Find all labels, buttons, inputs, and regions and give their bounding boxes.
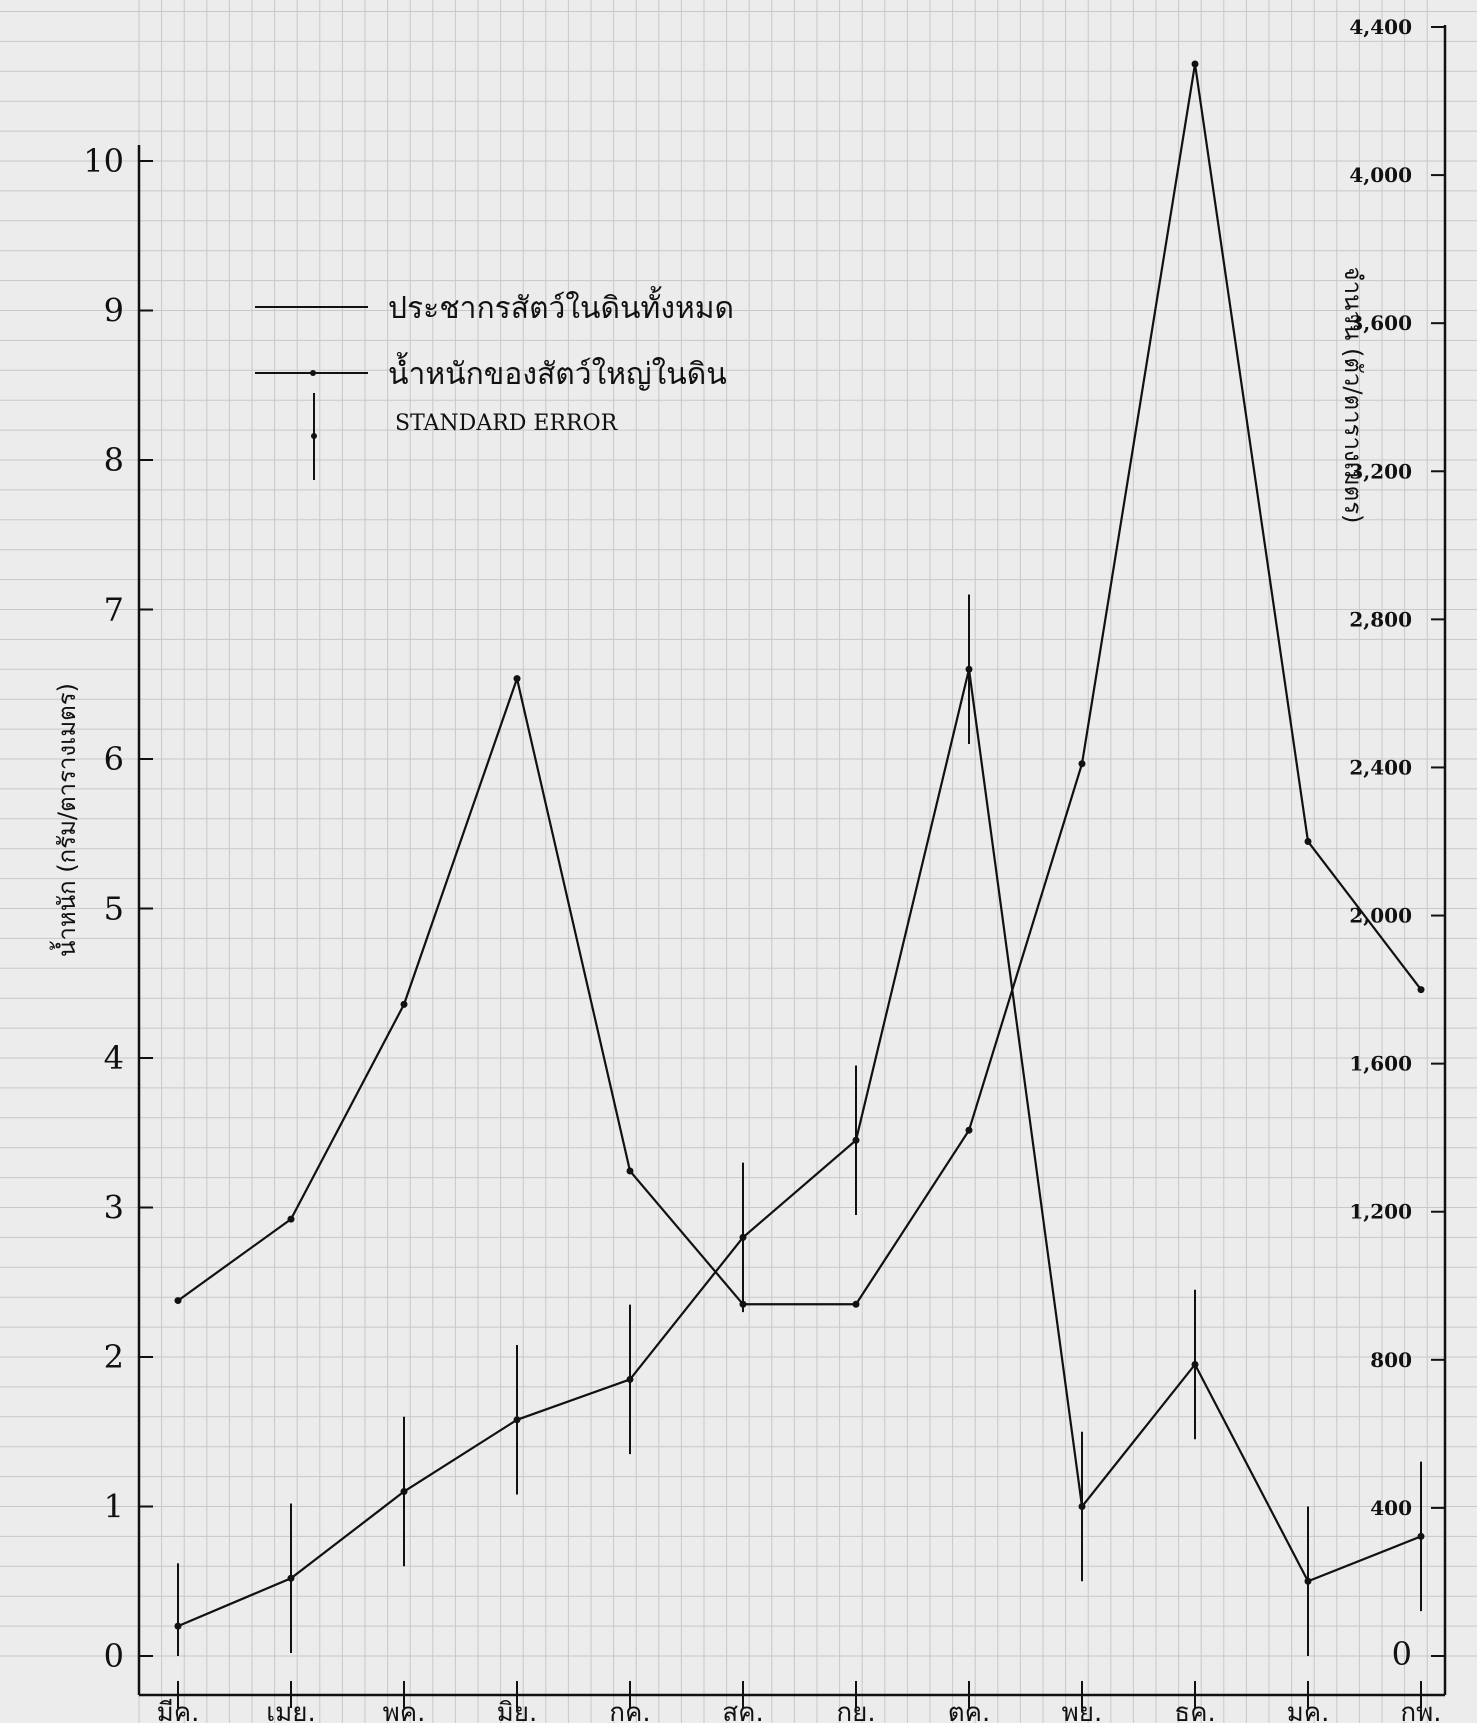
weight-point bbox=[1304, 1577, 1312, 1585]
population-point bbox=[174, 1297, 182, 1305]
population-point bbox=[400, 1000, 408, 1008]
x-tick-label: กค. bbox=[609, 1698, 650, 1723]
x-tick-label: พค. bbox=[383, 1698, 426, 1723]
right-tick-label: 2,400 bbox=[1349, 755, 1412, 779]
series-line-population bbox=[177, 63, 1422, 1306]
legend-label-population: ประชากรสัตว์ในดินทั้งหมด bbox=[388, 286, 734, 326]
left-tick-label: 5 bbox=[104, 890, 124, 928]
left-tick-label: 0 bbox=[104, 1637, 124, 1675]
weight-point bbox=[1078, 1503, 1086, 1510]
weight-point bbox=[1191, 1360, 1199, 1368]
population-point bbox=[1078, 760, 1086, 768]
x-tick-label: สค. bbox=[722, 1698, 764, 1723]
population-point bbox=[513, 675, 521, 683]
left-tick-label: 2 bbox=[104, 1338, 124, 1376]
x-tick-label: พย. bbox=[1062, 1698, 1103, 1723]
weight-point bbox=[400, 1488, 408, 1496]
left-tick-label: 9 bbox=[104, 292, 124, 330]
right-tick-label: 2,800 bbox=[1349, 607, 1412, 631]
weight-point bbox=[626, 1375, 634, 1383]
x-tick-label: กย. bbox=[836, 1698, 875, 1723]
x-axis-ticks: มีค. เมย. พค. มิย. กค. สค. กย. ตค. พย. ธค. มค. กพ. bbox=[157, 1681, 1442, 1723]
right-tick-label: 800 bbox=[1370, 1348, 1412, 1372]
left-tick-label: 4 bbox=[104, 1039, 124, 1077]
legend-swatch-error-marker bbox=[311, 433, 317, 439]
weight-point bbox=[287, 1574, 295, 1582]
right-tick-label: 3,600 bbox=[1349, 311, 1412, 335]
right-axis-ticks: 0 400 800 1,200 1,600 2,000 2,400 2,800 3,200 3,6… bbox=[1349, 15, 1445, 1673]
right-axis-title: จำนวน (ตัว/ตารางเมตร) bbox=[1339, 267, 1367, 524]
x-tick-label: กพ. bbox=[1400, 1698, 1441, 1723]
population-point bbox=[965, 1126, 973, 1134]
population-point bbox=[1191, 60, 1199, 68]
legend-swatch-weight-marker bbox=[310, 370, 316, 376]
right-tick-label: 400 bbox=[1370, 1496, 1412, 1520]
right-tick-label: 1,600 bbox=[1349, 1052, 1412, 1076]
legend-label-error: STANDARD ERROR bbox=[395, 411, 619, 436]
x-tick-label: มิย. bbox=[497, 1698, 538, 1723]
left-tick-label: 8 bbox=[104, 441, 124, 479]
x-tick-label: ธค. bbox=[1174, 1698, 1216, 1723]
right-tick-label: 3,200 bbox=[1349, 459, 1412, 483]
left-tick-label: 3 bbox=[104, 1189, 124, 1227]
left-tick-label: 7 bbox=[104, 591, 124, 629]
left-tick-label: 10 bbox=[83, 142, 124, 180]
weight-point bbox=[174, 1622, 182, 1630]
left-axis-ticks: 0 1 2 3 4 5 6 7 8 9 10 bbox=[83, 142, 153, 1675]
x-tick-label: มีค. bbox=[157, 1698, 200, 1723]
right-tick-label: 1,200 bbox=[1349, 1200, 1412, 1224]
x-tick-label: มค. bbox=[1287, 1698, 1330, 1723]
x-tick-label: เมย. bbox=[266, 1698, 316, 1723]
weight-point bbox=[1417, 1532, 1425, 1540]
population-point bbox=[626, 1167, 634, 1175]
left-tick-label: 6 bbox=[104, 740, 124, 778]
legend: ประชากรสัตว์ในดินทั้งหมด น้ำหนักของสัตว์… bbox=[255, 286, 734, 480]
series-layer bbox=[174, 60, 1425, 1656]
weight-point bbox=[965, 665, 973, 673]
right-tick-label: 2,000 bbox=[1349, 904, 1412, 928]
population-point bbox=[852, 1300, 860, 1308]
series-line-weight bbox=[177, 669, 1422, 1628]
left-axis-title: น้ำหนัก (กรัม/ตารางเมตร) bbox=[49, 683, 81, 957]
left-tick-label: 1 bbox=[104, 1488, 124, 1526]
right-tick-label: 0 bbox=[1392, 1635, 1412, 1673]
x-tick-label: ตค. bbox=[948, 1698, 991, 1723]
population-point bbox=[1417, 986, 1425, 994]
weight-point bbox=[739, 1233, 747, 1241]
right-tick-label: 4,400 bbox=[1349, 15, 1412, 39]
legend-label-weight: น้ำหนักของสัตว์ใหญ่ในดิน bbox=[388, 352, 727, 392]
weight-point bbox=[852, 1136, 860, 1144]
right-tick-label: 4,000 bbox=[1349, 163, 1412, 187]
population-point bbox=[1304, 838, 1312, 845]
population-point bbox=[287, 1215, 295, 1223]
weight-point bbox=[513, 1416, 521, 1424]
